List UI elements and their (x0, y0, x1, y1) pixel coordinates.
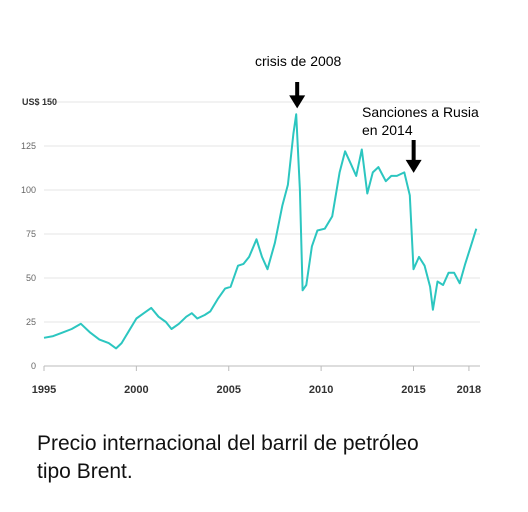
x-tick-label: 2010 (309, 384, 333, 396)
y-unit-label: US$ 150 (22, 97, 57, 107)
x-tick-label: 2015 (401, 384, 425, 396)
y-tick-label: 125 (21, 141, 36, 151)
x-tick-label: 2005 (217, 384, 241, 396)
y-tick-label: 75 (26, 229, 36, 239)
x-axis-ticks: 1995 2000 2005 2010 2015 2018 (32, 366, 481, 396)
caption-line-1: Precio internacional del barril de petró… (37, 432, 419, 455)
caption-line-2: tipo Brent. (37, 460, 133, 483)
brent-price-chart: 0 25 50 75 100 125 US$ 150 1995 2000 2005 2010 201… (21, 53, 481, 396)
annotation-arrowhead-2008 (289, 95, 306, 109)
annotation-label-2014: Sanciones a Rusia (362, 104, 479, 120)
y-tick-label: 100 (21, 185, 36, 195)
grid-lines (44, 101, 480, 367)
y-tick-label: 50 (26, 273, 36, 283)
annotations: crisis de 2008 Sanciones a Rusia en 2014 (255, 53, 479, 173)
annotation-label-2014-line2: en 2014 (362, 122, 413, 138)
y-axis-ticks: 0 25 50 75 100 125 US$ 150 (21, 97, 57, 371)
x-tick-label: 2000 (124, 384, 148, 396)
y-tick-label: 0 (31, 361, 36, 371)
y-tick-label: 25 (26, 317, 36, 327)
x-tick-label: 2018 (457, 384, 481, 396)
chart-caption: Precio internacional del barril de petró… (37, 430, 507, 486)
brent-price-line (43, 113, 478, 350)
annotation-label-2008: crisis de 2008 (255, 53, 342, 69)
annotation-arrowhead-2014 (405, 159, 422, 173)
x-tick-label: 1995 (32, 384, 56, 396)
